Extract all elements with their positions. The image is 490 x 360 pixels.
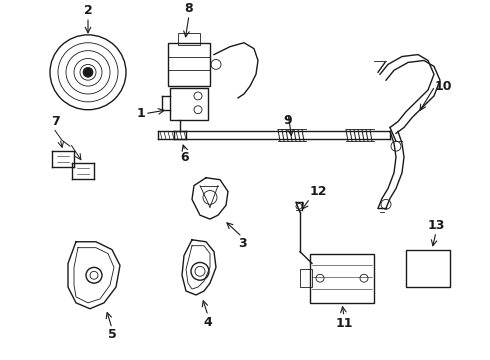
Text: 12: 12 [310, 185, 327, 198]
Text: 11: 11 [335, 317, 353, 330]
Text: 9: 9 [284, 114, 293, 127]
Bar [310, 253, 374, 303]
Text: 3: 3 [238, 237, 246, 250]
Text: 5: 5 [108, 328, 117, 342]
Bar [178, 33, 200, 45]
Bar [300, 269, 312, 287]
Circle shape [83, 67, 93, 77]
Text: 13: 13 [427, 219, 445, 232]
Text: 4: 4 [204, 316, 212, 329]
Bar [170, 88, 208, 120]
Text: 7: 7 [50, 116, 59, 129]
Text: 10: 10 [435, 80, 452, 93]
Bar [168, 43, 210, 86]
Text: 8: 8 [185, 2, 194, 15]
Bar [406, 249, 450, 287]
Text: 1: 1 [136, 107, 145, 120]
Text: 6: 6 [181, 151, 189, 164]
Text: 2: 2 [84, 4, 93, 17]
